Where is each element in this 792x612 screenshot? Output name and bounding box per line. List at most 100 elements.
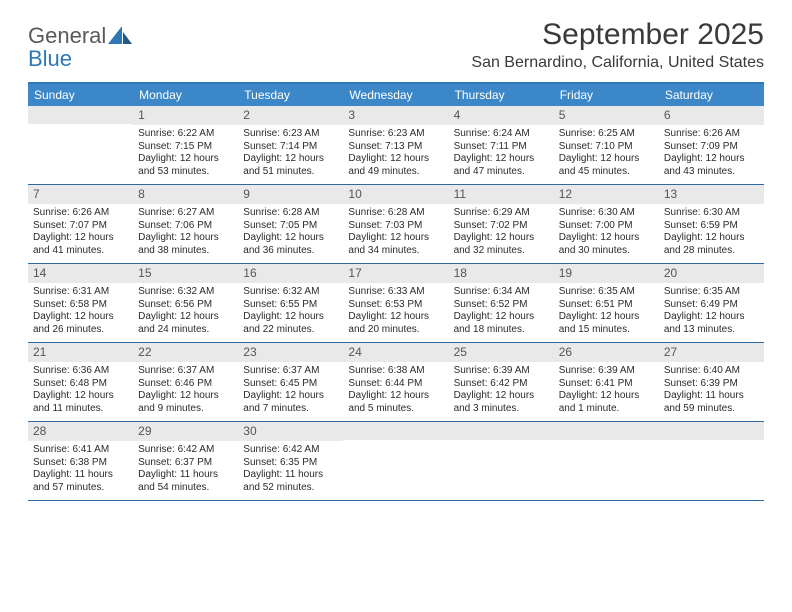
day-number: 11	[449, 185, 554, 204]
day-body: Sunrise: 6:42 AMSunset: 6:35 PMDaylight:…	[238, 441, 343, 499]
day-number: 17	[343, 264, 448, 283]
daylight-text: Daylight: 12 hours and 43 minutes.	[664, 153, 759, 178]
daylight-text: Daylight: 12 hours and 26 minutes.	[33, 311, 128, 336]
header-row: General Blue September 2025 San Bernardi…	[28, 18, 764, 72]
day-cell: 12Sunrise: 6:30 AMSunset: 7:00 PMDayligh…	[554, 185, 659, 263]
day-body	[28, 124, 133, 182]
daylight-text: Daylight: 12 hours and 22 minutes.	[243, 311, 338, 336]
day-body: Sunrise: 6:22 AMSunset: 7:15 PMDaylight:…	[133, 125, 238, 183]
calendar-grid: Sunday Monday Tuesday Wednesday Thursday…	[28, 82, 764, 501]
dayhead-fri: Friday	[554, 84, 659, 106]
day-number: 3	[343, 106, 448, 125]
day-cell: 18Sunrise: 6:34 AMSunset: 6:52 PMDayligh…	[449, 264, 554, 342]
day-cell: 6Sunrise: 6:26 AMSunset: 7:09 PMDaylight…	[659, 106, 764, 184]
day-cell: 26Sunrise: 6:39 AMSunset: 6:41 PMDayligh…	[554, 343, 659, 421]
day-body: Sunrise: 6:35 AMSunset: 6:49 PMDaylight:…	[659, 283, 764, 341]
day-body: Sunrise: 6:30 AMSunset: 6:59 PMDaylight:…	[659, 204, 764, 262]
daylight-text: Daylight: 12 hours and 34 minutes.	[348, 232, 443, 257]
sunset-text: Sunset: 6:38 PM	[33, 457, 128, 470]
logo-line2: Blue	[28, 46, 72, 71]
day-body	[659, 440, 764, 498]
sunset-text: Sunset: 6:52 PM	[454, 299, 549, 312]
day-number: 14	[28, 264, 133, 283]
day-body: Sunrise: 6:42 AMSunset: 6:37 PMDaylight:…	[133, 441, 238, 499]
sunrise-text: Sunrise: 6:24 AM	[454, 128, 549, 141]
day-cell: 1Sunrise: 6:22 AMSunset: 7:15 PMDaylight…	[133, 106, 238, 184]
sunset-text: Sunset: 6:41 PM	[559, 378, 654, 391]
sunset-text: Sunset: 6:51 PM	[559, 299, 654, 312]
sunset-text: Sunset: 7:11 PM	[454, 141, 549, 154]
sunrise-text: Sunrise: 6:37 AM	[243, 365, 338, 378]
day-cell: 15Sunrise: 6:32 AMSunset: 6:56 PMDayligh…	[133, 264, 238, 342]
sunset-text: Sunset: 7:06 PM	[138, 220, 233, 233]
day-number	[449, 422, 554, 440]
day-number	[28, 106, 133, 124]
sunset-text: Sunset: 6:46 PM	[138, 378, 233, 391]
day-body: Sunrise: 6:39 AMSunset: 6:42 PMDaylight:…	[449, 362, 554, 420]
sunrise-text: Sunrise: 6:30 AM	[664, 207, 759, 220]
sunset-text: Sunset: 7:07 PM	[33, 220, 128, 233]
day-body: Sunrise: 6:23 AMSunset: 7:14 PMDaylight:…	[238, 125, 343, 183]
day-cell: 27Sunrise: 6:40 AMSunset: 6:39 PMDayligh…	[659, 343, 764, 421]
dayhead-thu: Thursday	[449, 84, 554, 106]
sunset-text: Sunset: 6:55 PM	[243, 299, 338, 312]
sunrise-text: Sunrise: 6:23 AM	[348, 128, 443, 141]
title-block: September 2025 San Bernardino, Californi…	[471, 18, 764, 72]
day-number	[659, 422, 764, 440]
sunset-text: Sunset: 7:09 PM	[664, 141, 759, 154]
day-number: 24	[343, 343, 448, 362]
day-body: Sunrise: 6:23 AMSunset: 7:13 PMDaylight:…	[343, 125, 448, 183]
daylight-text: Daylight: 11 hours and 59 minutes.	[664, 390, 759, 415]
day-number	[554, 422, 659, 440]
daylight-text: Daylight: 12 hours and 11 minutes.	[33, 390, 128, 415]
day-number: 6	[659, 106, 764, 125]
day-body: Sunrise: 6:32 AMSunset: 6:56 PMDaylight:…	[133, 283, 238, 341]
sunrise-text: Sunrise: 6:42 AM	[138, 444, 233, 457]
day-body: Sunrise: 6:39 AMSunset: 6:41 PMDaylight:…	[554, 362, 659, 420]
day-number: 18	[449, 264, 554, 283]
sunrise-text: Sunrise: 6:39 AM	[559, 365, 654, 378]
day-number: 8	[133, 185, 238, 204]
day-header-row: Sunday Monday Tuesday Wednesday Thursday…	[28, 84, 764, 106]
day-cell	[659, 422, 764, 500]
daylight-text: Daylight: 12 hours and 51 minutes.	[243, 153, 338, 178]
day-body: Sunrise: 6:28 AMSunset: 7:05 PMDaylight:…	[238, 204, 343, 262]
day-number: 25	[449, 343, 554, 362]
daylight-text: Daylight: 12 hours and 7 minutes.	[243, 390, 338, 415]
day-cell: 7Sunrise: 6:26 AMSunset: 7:07 PMDaylight…	[28, 185, 133, 263]
day-body: Sunrise: 6:28 AMSunset: 7:03 PMDaylight:…	[343, 204, 448, 262]
day-body: Sunrise: 6:24 AMSunset: 7:11 PMDaylight:…	[449, 125, 554, 183]
daylight-text: Daylight: 12 hours and 38 minutes.	[138, 232, 233, 257]
sunrise-text: Sunrise: 6:27 AM	[138, 207, 233, 220]
day-cell: 4Sunrise: 6:24 AMSunset: 7:11 PMDaylight…	[449, 106, 554, 184]
daylight-text: Daylight: 12 hours and 49 minutes.	[348, 153, 443, 178]
logo-line1: General	[28, 23, 106, 48]
day-number: 4	[449, 106, 554, 125]
sunrise-text: Sunrise: 6:35 AM	[664, 286, 759, 299]
day-number: 19	[554, 264, 659, 283]
day-cell	[554, 422, 659, 500]
page-subtitle: San Bernardino, California, United State…	[471, 54, 764, 72]
sunrise-text: Sunrise: 6:28 AM	[243, 207, 338, 220]
day-number: 20	[659, 264, 764, 283]
day-body: Sunrise: 6:35 AMSunset: 6:51 PMDaylight:…	[554, 283, 659, 341]
day-number: 22	[133, 343, 238, 362]
day-body: Sunrise: 6:32 AMSunset: 6:55 PMDaylight:…	[238, 283, 343, 341]
sunset-text: Sunset: 7:05 PM	[243, 220, 338, 233]
daylight-text: Daylight: 12 hours and 18 minutes.	[454, 311, 549, 336]
day-body: Sunrise: 6:27 AMSunset: 7:06 PMDaylight:…	[133, 204, 238, 262]
daylight-text: Daylight: 12 hours and 32 minutes.	[454, 232, 549, 257]
daylight-text: Daylight: 12 hours and 15 minutes.	[559, 311, 654, 336]
daylight-text: Daylight: 12 hours and 47 minutes.	[454, 153, 549, 178]
day-number: 12	[554, 185, 659, 204]
sunrise-text: Sunrise: 6:22 AM	[138, 128, 233, 141]
dayhead-wed: Wednesday	[343, 84, 448, 106]
day-number: 16	[238, 264, 343, 283]
day-cell: 25Sunrise: 6:39 AMSunset: 6:42 PMDayligh…	[449, 343, 554, 421]
sunset-text: Sunset: 7:00 PM	[559, 220, 654, 233]
day-cell: 5Sunrise: 6:25 AMSunset: 7:10 PMDaylight…	[554, 106, 659, 184]
sunrise-text: Sunrise: 6:40 AM	[664, 365, 759, 378]
day-body: Sunrise: 6:37 AMSunset: 6:45 PMDaylight:…	[238, 362, 343, 420]
sunrise-text: Sunrise: 6:33 AM	[348, 286, 443, 299]
sunrise-text: Sunrise: 6:42 AM	[243, 444, 338, 457]
